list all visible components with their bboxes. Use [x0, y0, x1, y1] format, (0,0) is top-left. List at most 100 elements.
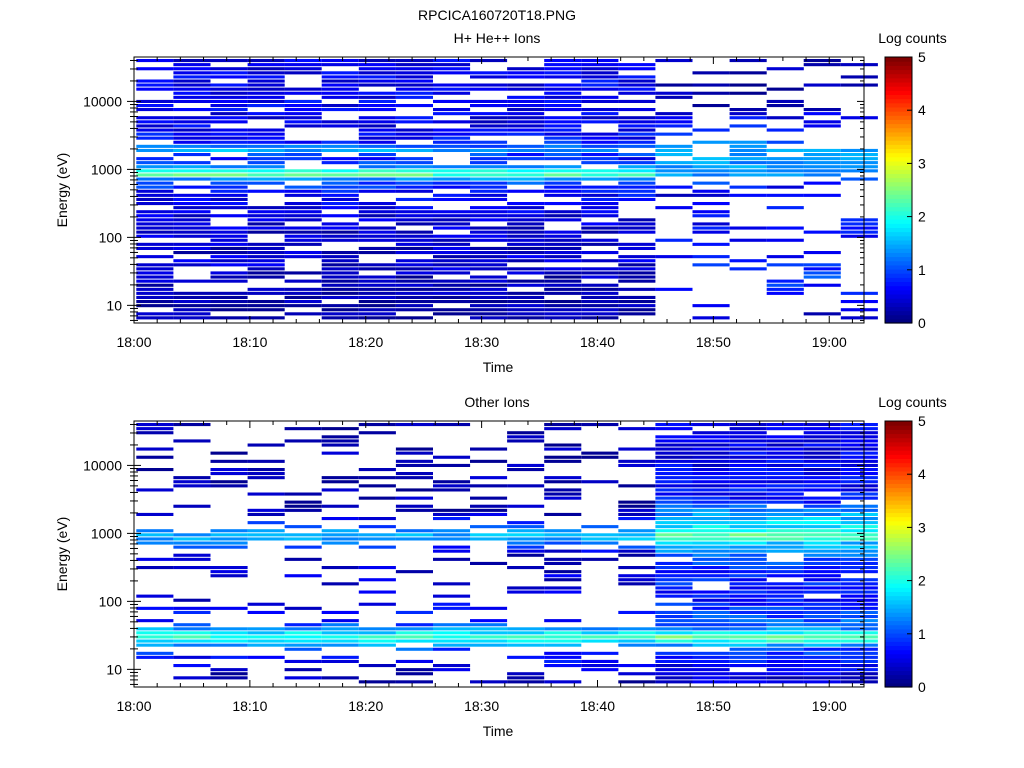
spectrogram-cell: [358, 431, 396, 435]
spectrogram-cell: [618, 512, 656, 516]
spectrogram-cell: [247, 67, 285, 71]
spectrogram-cell: [173, 124, 211, 128]
colorbar-swatch: [885, 512, 912, 518]
spectrogram-cell: [470, 120, 508, 124]
spectrogram-cell: [284, 643, 322, 647]
spectrogram-cell: [284, 631, 322, 635]
spectrogram-cell: [395, 210, 433, 214]
colorbar-swatch: [885, 421, 912, 426]
spectrogram-cell: [766, 439, 804, 443]
spectrogram-cell: [544, 63, 582, 67]
spectrogram-cell: [766, 169, 804, 173]
spectrogram-cell: [173, 83, 211, 87]
spectrogram-cell: [433, 308, 471, 312]
spectrogram-cell: [692, 104, 730, 108]
spectrogram-cell: [433, 594, 471, 598]
colorbar-swatch: [885, 537, 912, 543]
spectrogram-cell: [470, 173, 508, 177]
spectrogram-cell: [173, 144, 211, 148]
spectrogram-cell: [395, 316, 433, 320]
spectrogram-cell: [692, 202, 730, 206]
spectrogram-cell: [247, 79, 285, 83]
spectrogram-cell: [507, 484, 545, 488]
spectrogram-cell: [321, 173, 359, 177]
spectrogram-cell: [803, 267, 841, 271]
spectrogram-cell: [581, 185, 619, 189]
spectrogram-cell: [284, 116, 322, 120]
spectrogram-cell: [321, 533, 359, 537]
spectrogram-cell: [840, 161, 878, 165]
spectrogram-cell: [247, 144, 285, 148]
spectrogram-cell: [210, 91, 248, 95]
spectrogram-cell: [840, 435, 878, 439]
spectrogram-cell: [655, 586, 693, 590]
spectrogram-cell: [173, 116, 211, 120]
spectrogram-cell: [803, 643, 841, 647]
spectrogram-cell: [358, 206, 396, 210]
spectrogram-cell: [544, 234, 582, 238]
spectrogram-cell: [247, 210, 285, 214]
spectrogram-cell: [655, 590, 693, 594]
spectrogram-cell: [284, 112, 322, 116]
spectrogram-cell: [507, 259, 545, 263]
spectrogram-cell: [173, 165, 211, 169]
spectrogram-cell: [507, 553, 545, 557]
spectrogram-cell: [729, 639, 767, 643]
spectrogram-cell: [395, 647, 433, 651]
spectrogram-cell: [210, 459, 248, 463]
spectrogram-cell: [803, 615, 841, 619]
spectrogram-cell: [358, 643, 396, 647]
spectrogram-cell: [840, 598, 878, 602]
spectrogram-cell: [655, 635, 693, 639]
spectrogram-cell: [321, 627, 359, 631]
spectrogram-cell: [395, 246, 433, 250]
spectrogram-cell: [618, 672, 656, 676]
spectrogram-cell: [692, 468, 730, 472]
spectrogram-cell: [840, 484, 878, 488]
panel-title: H+ He++ Ions: [454, 30, 541, 46]
spectrogram-cell: [470, 161, 508, 165]
spectrogram-cell: [433, 271, 471, 275]
colorbar-swatch: [885, 645, 912, 651]
spectrogram-cell: [840, 459, 878, 463]
colorbar-swatch: [885, 487, 912, 493]
spectrogram-cell: [803, 496, 841, 500]
spectrogram-cell: [581, 189, 619, 193]
spectrogram-cell: [766, 590, 804, 594]
spectrogram-cell: [507, 222, 545, 226]
spectrogram-cell: [136, 639, 174, 643]
spectrogram-cell: [433, 263, 471, 267]
spectrogram-cell: [544, 189, 582, 193]
spectrogram-cell: [803, 427, 841, 431]
spectrogram-cell: [655, 472, 693, 476]
spectrogram-cell: [840, 153, 878, 157]
colorbar-swatch: [885, 545, 912, 551]
spectrogram-cell: [581, 153, 619, 157]
spectrogram-cell: [173, 59, 211, 63]
spectrogram-cell: [581, 291, 619, 295]
spectrogram-cell: [692, 242, 730, 246]
spectrogram-cell: [803, 680, 841, 684]
spectrogram-cell: [210, 214, 248, 218]
colorbar-swatch: [885, 177, 912, 183]
spectrogram-cell: [136, 541, 174, 545]
spectrogram-cell: [655, 549, 693, 553]
spectrogram-cell: [840, 222, 878, 226]
spectrogram-cell: [618, 312, 656, 316]
spectrogram-cell: [729, 598, 767, 602]
spectrogram-cell: [210, 263, 248, 267]
spectrogram-cell: [655, 594, 693, 598]
spectrogram-cell: [766, 472, 804, 476]
spectrogram-cell: [358, 230, 396, 234]
spectrogram-cell: [655, 668, 693, 672]
spectrogram-cell: [618, 87, 656, 91]
spectrogram-cell: [766, 529, 804, 533]
spectrogram-cell: [210, 173, 248, 177]
spectrogram-cell: [692, 230, 730, 234]
spectrogram-cell: [618, 120, 656, 124]
spectrogram-cell: [284, 238, 322, 242]
spectrogram-cell: [470, 267, 508, 271]
spectrogram-cell: [544, 144, 582, 148]
colorbar-swatch: [885, 106, 912, 112]
spectrogram-cell: [136, 128, 174, 132]
